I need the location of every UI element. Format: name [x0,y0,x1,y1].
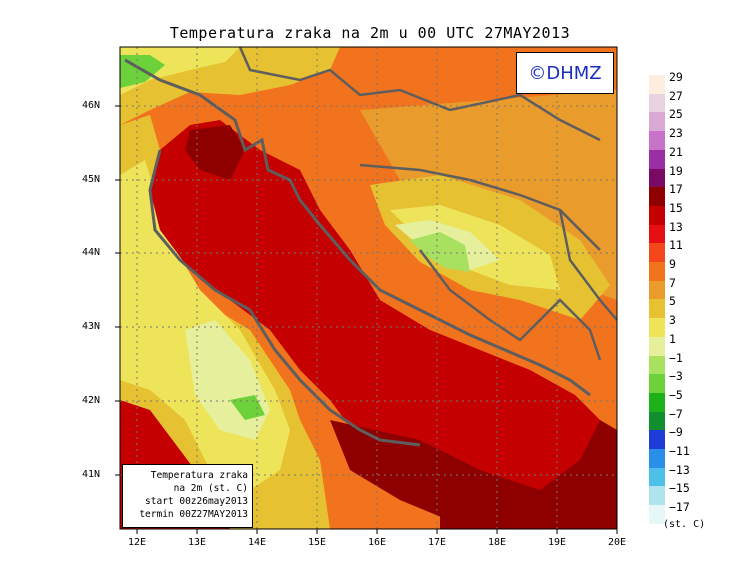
legend-swatch [649,262,665,281]
legend-label: 27 [669,88,683,103]
info-line: start 00z26may2013 [145,496,248,507]
legend-unit: (st. C) [663,519,706,530]
legend-label: −13 [669,462,690,477]
legend-label: −11 [669,444,690,458]
legend-label: −7 [669,406,683,421]
lon-label: 13E [187,537,207,548]
legend-swatch [649,392,665,412]
legend-swatch [649,318,665,338]
legend-label: −17 [669,500,690,515]
map-title: Temperatura zraka na 2m u 00 UTC 27MAY20… [169,24,571,42]
legend-swatch [649,112,665,132]
lon-label: 15E [307,537,327,548]
legend-swatch [649,486,665,506]
legend-label: 15 [669,200,683,215]
legend-swatch [649,243,665,263]
legend-label: 19 [669,163,683,178]
legend-label: 9 [669,257,676,271]
legend-swatch [649,355,665,375]
legend-swatch [649,449,665,468]
legend-label: 25 [669,107,683,122]
legend-swatch [649,336,665,356]
legend-label: −15 [669,481,690,496]
lat-label: 41N [82,469,101,480]
legend-swatch [649,75,665,94]
lat-label: 42N [82,395,101,406]
legend-swatch [649,374,665,394]
lon-label: 18E [487,537,507,548]
info-box: Temperatura zraka na 2m (st. C) start 00… [122,464,253,528]
legend-swatch [649,467,665,487]
legend-swatch [649,411,665,431]
legend-label: 11 [669,238,683,253]
legend-swatch [649,93,665,113]
legend-swatch [649,505,665,525]
lon-label: 19E [547,537,567,548]
legend-swatch [649,168,665,188]
italy-coastline [148,149,421,447]
legend-swatch [649,149,665,169]
info-line: na 2m (st. C) [173,483,248,494]
legend-label: 17 [669,182,683,197]
lon-label: 20E [607,537,627,548]
legend-label: −5 [669,387,683,402]
info-line: Temperatura zraka [150,470,248,481]
copyright-badge: ©DHMZ [516,52,614,94]
lon-label: 17E [427,537,447,548]
legend-swatch [649,224,665,244]
east-coastline [124,58,591,397]
legend-label: −3 [669,369,683,384]
legend-label: −1 [669,350,683,365]
lon-label: 16E [367,537,387,548]
legend-label: 23 [669,126,683,141]
lat-label: 46N [82,100,101,111]
lat-label: 43N [82,321,101,332]
lon-label: 12E [127,537,147,548]
map-frame [119,46,618,530]
legend-label: 1 [669,331,676,346]
lat-label: 45N [82,174,101,185]
info-line: termin 00Z27MAY2013 [139,509,248,520]
legend-label: 21 [669,144,683,159]
lat-label: 44N [82,247,101,258]
graticule [120,47,617,529]
legend-swatch [649,205,665,225]
legend-swatch [649,131,665,151]
legend-swatch [649,280,665,300]
legend-label: 7 [669,275,676,290]
lon-label: 14E [247,537,267,548]
legend-swatch [649,187,665,207]
legend-label: 29 [669,70,683,84]
legend-label: 5 [669,294,676,309]
adriatic-sea [150,120,617,529]
legend-swatch [649,299,665,319]
legend-swatch [649,430,665,450]
legend-label: −9 [669,425,683,440]
legend-label: 3 [669,313,676,328]
legend-label: 13 [669,219,683,234]
